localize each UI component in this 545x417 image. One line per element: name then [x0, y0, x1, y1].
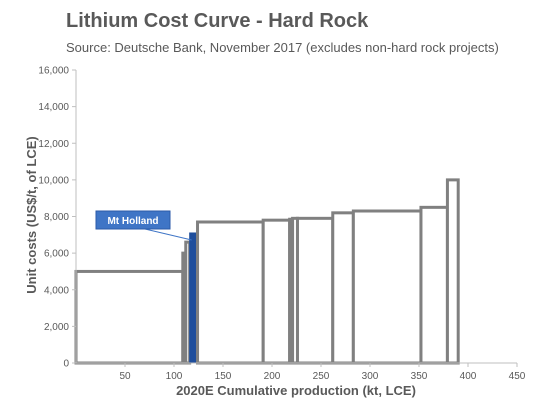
bar-10 — [351, 209, 423, 365]
y-tick-label: 0 — [63, 359, 69, 370]
y-tick-label: 14,000 — [38, 102, 69, 113]
bars-layer — [74, 178, 460, 365]
y-tick-label: 2,000 — [44, 322, 69, 333]
x-tick-label: 50 — [119, 371, 131, 382]
y-tick-label: 12,000 — [38, 139, 69, 150]
callout-box — [95, 210, 171, 230]
chart-subtitle: Source: Deutsche Bank, November 2017 (ex… — [66, 40, 499, 55]
x-tick-label: 200 — [264, 371, 281, 382]
x-tick-label: 350 — [411, 371, 428, 382]
y-axis-label: Unit costs (US$/t, of LCE) — [24, 136, 39, 293]
y-tick-label: 16,000 — [38, 66, 69, 77]
y-tick-label: 10,000 — [38, 175, 69, 186]
x-tick-label: 450 — [509, 371, 526, 382]
x-tick-label: 250 — [313, 371, 330, 382]
y-tick-label: 4,000 — [44, 285, 69, 296]
callout-leader-line — [144, 228, 192, 241]
callout-label: Mt Holland — [107, 216, 158, 227]
bar-0 — [74, 269, 185, 365]
x-tick-label: 300 — [362, 371, 379, 382]
bar-8 — [295, 216, 335, 365]
ticks-layer: 0 2,000 4,000 6,000 8,000 10,000 12,000 14,000 1… — [38, 66, 525, 383]
y-tick-label: 8,000 — [44, 212, 69, 223]
bar-11 — [419, 205, 449, 365]
x-axis-label: 2020E Cumulative production (kt, LCE) — [176, 383, 416, 398]
bar-2 — [184, 240, 192, 365]
bar-5 — [261, 218, 292, 365]
bar-12 — [445, 178, 460, 365]
bar-9 — [331, 211, 355, 365]
y-tick-label: 6,000 — [44, 249, 69, 260]
x-tick-label: 400 — [460, 371, 477, 382]
x-tick-label: 100 — [166, 371, 183, 382]
bar-4 — [196, 220, 265, 365]
x-tick-label: 150 — [215, 371, 232, 382]
chart-title: Lithium Cost Curve - Hard Rock — [66, 10, 369, 32]
callout-layer: Mt Holland — [95, 210, 192, 241]
